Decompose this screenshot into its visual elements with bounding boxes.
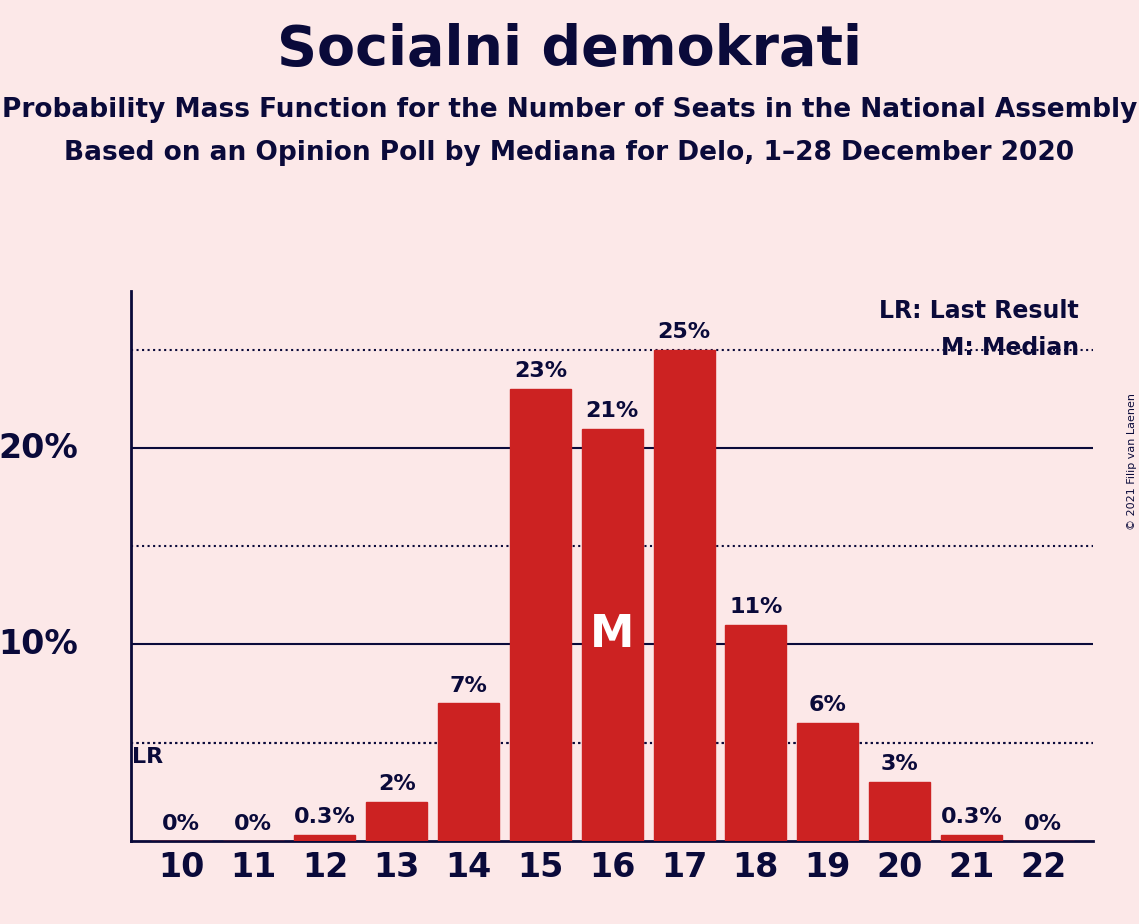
Bar <box>510 389 571 841</box>
Text: M: Median: M: Median <box>941 336 1079 360</box>
Bar <box>654 350 714 841</box>
Bar <box>941 835 1002 841</box>
Text: © 2021 Filip van Laenen: © 2021 Filip van Laenen <box>1126 394 1137 530</box>
Text: LR: LR <box>132 747 164 767</box>
Bar <box>582 429 642 841</box>
Text: M: M <box>590 614 634 656</box>
Text: 6%: 6% <box>809 695 846 715</box>
Text: 21%: 21% <box>585 401 639 420</box>
Text: 23%: 23% <box>514 361 567 382</box>
Text: 0%: 0% <box>1024 814 1063 834</box>
Text: 7%: 7% <box>450 675 487 696</box>
Bar <box>367 802 427 841</box>
Text: 0.3%: 0.3% <box>294 807 355 827</box>
Text: Socialni demokrati: Socialni demokrati <box>277 23 862 77</box>
Bar <box>726 625 786 841</box>
Text: Probability Mass Function for the Number of Seats in the National Assembly: Probability Mass Function for the Number… <box>2 97 1137 123</box>
Text: 25%: 25% <box>657 322 711 342</box>
Text: 20%: 20% <box>0 432 79 465</box>
Text: 11%: 11% <box>729 597 782 617</box>
Bar <box>294 835 355 841</box>
Bar <box>439 703 499 841</box>
Bar <box>869 782 931 841</box>
Text: 2%: 2% <box>378 773 416 794</box>
Text: 10%: 10% <box>0 628 79 661</box>
Text: Based on an Opinion Poll by Mediana for Delo, 1–28 December 2020: Based on an Opinion Poll by Mediana for … <box>65 140 1074 166</box>
Bar <box>797 723 858 841</box>
Text: 0.3%: 0.3% <box>941 807 1002 827</box>
Text: 0%: 0% <box>235 814 272 834</box>
Text: LR: Last Result: LR: Last Result <box>879 299 1079 323</box>
Text: 3%: 3% <box>880 754 918 774</box>
Text: 0%: 0% <box>162 814 200 834</box>
